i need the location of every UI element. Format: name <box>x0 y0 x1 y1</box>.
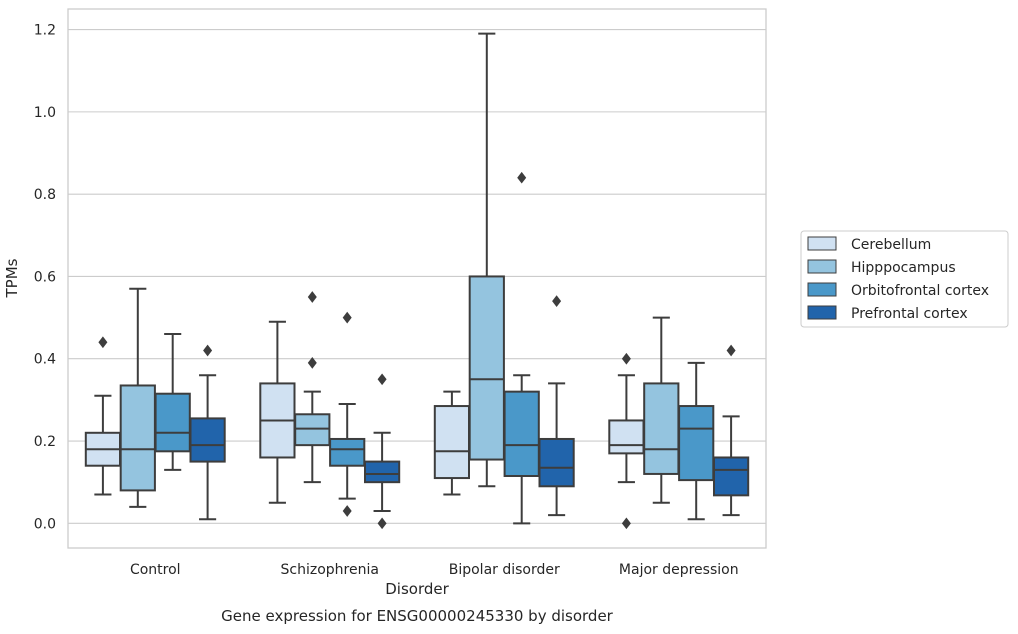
x-tick-label: Major depression <box>619 562 739 578</box>
box-body <box>468 275 505 461</box>
category-group <box>608 316 750 530</box>
box-prefrontal-cortex <box>189 344 226 521</box>
box-body <box>712 456 750 497</box>
legend-swatch <box>807 259 837 274</box>
category-group <box>259 291 401 530</box>
legend: Cerebellum Hipppocampus Orbitofrontal cort… <box>800 230 1009 328</box>
outlier-point <box>621 352 631 365</box>
x-tick-labels: Control Schizophrenia Bipolar disorder Majo… <box>130 562 739 578</box>
outlier-point <box>726 344 736 357</box>
category-group <box>433 32 575 525</box>
box-cerebellum <box>259 320 296 504</box>
box-prefrontal-cortex <box>712 344 750 517</box>
box-cerebellum <box>84 336 122 496</box>
y-axis-label: TPMs <box>3 258 21 298</box>
box-body <box>538 437 575 488</box>
box-hipppocampus <box>119 287 156 508</box>
box-groups <box>84 32 750 530</box>
box-body <box>119 384 156 492</box>
box-body <box>503 390 540 477</box>
box-body <box>363 460 401 484</box>
y-tick-label: 0.8 <box>34 187 56 203</box>
box-body <box>643 382 680 475</box>
box-hipppocampus <box>468 32 505 488</box>
box-hipppocampus <box>294 291 331 484</box>
y-tick-label: 0.4 <box>34 352 56 368</box>
y-tick-label: 0.6 <box>34 269 56 285</box>
x-axis-label: Disorder <box>385 580 449 598</box>
box-orbitofrontal-cortex <box>678 361 715 521</box>
y-tick-label: 0.2 <box>34 434 56 450</box>
legend-swatch <box>807 282 837 297</box>
legend-label: Hipppocampus <box>851 260 956 276</box>
outlier-point <box>552 295 562 307</box>
outlier-point <box>307 356 317 369</box>
y-tick-label: 1.0 <box>34 105 56 121</box>
category-group <box>84 287 226 521</box>
outlier-point <box>377 373 387 386</box>
box-body <box>608 419 645 455</box>
outlier-point <box>517 171 527 184</box>
outlier-point <box>203 344 213 357</box>
x-tick-label: Bipolar disorder <box>449 562 560 578</box>
box-body <box>154 392 191 453</box>
outlier-point <box>98 336 108 349</box>
box-prefrontal-cortex <box>363 373 401 530</box>
legend-label: Cerebellum <box>851 237 931 253</box>
box-orbitofrontal-cortex <box>503 171 540 525</box>
legend-swatch <box>807 236 837 251</box>
box-cerebellum <box>608 352 645 530</box>
legend-label: Orbitofrontal cortex <box>851 283 989 299</box>
y-tick-label: 1.2 <box>34 23 56 39</box>
figure-caption: Gene expression for ENSG00000245330 by d… <box>221 607 614 625</box>
plot-frame <box>67 8 767 549</box>
legend-frame <box>800 230 1009 328</box>
y-tick-labels: 0.0 0.2 0.4 0.6 0.8 1.0 1.2 <box>34 23 56 533</box>
outlier-point <box>307 291 317 303</box>
box-orbitofrontal-cortex <box>154 333 191 471</box>
x-tick-label: Schizophrenia <box>281 562 379 578</box>
outlier-point <box>342 505 352 517</box>
box-orbitofrontal-cortex <box>329 311 366 517</box>
legend-swatch <box>807 305 837 320</box>
box-body <box>329 437 366 467</box>
box-hipppocampus <box>643 316 680 504</box>
box-prefrontal-cortex <box>538 295 575 517</box>
y-tick-label: 0.0 <box>34 516 56 532</box>
box-body <box>189 417 226 463</box>
outlier-point <box>342 311 352 324</box>
box-body <box>678 405 715 482</box>
outlier-point <box>621 517 631 530</box>
legend-label: Prefrontal cortex <box>851 306 968 322</box>
box-cerebellum <box>433 390 471 496</box>
x-tick-label: Control <box>130 562 181 578</box>
box-body <box>294 413 331 447</box>
outlier-point <box>377 517 387 530</box>
box-body <box>433 405 471 480</box>
